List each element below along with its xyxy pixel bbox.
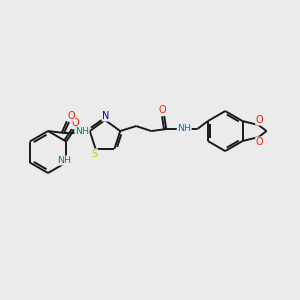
- Text: NH: NH: [177, 124, 191, 133]
- Text: NH: NH: [57, 156, 71, 165]
- Text: O: O: [256, 115, 263, 125]
- Text: O: O: [67, 111, 75, 121]
- Text: N: N: [102, 111, 110, 121]
- Text: NH: NH: [75, 128, 89, 136]
- Text: O: O: [71, 118, 79, 128]
- Text: S: S: [92, 149, 98, 159]
- Text: O: O: [256, 137, 263, 147]
- Text: O: O: [158, 105, 166, 115]
